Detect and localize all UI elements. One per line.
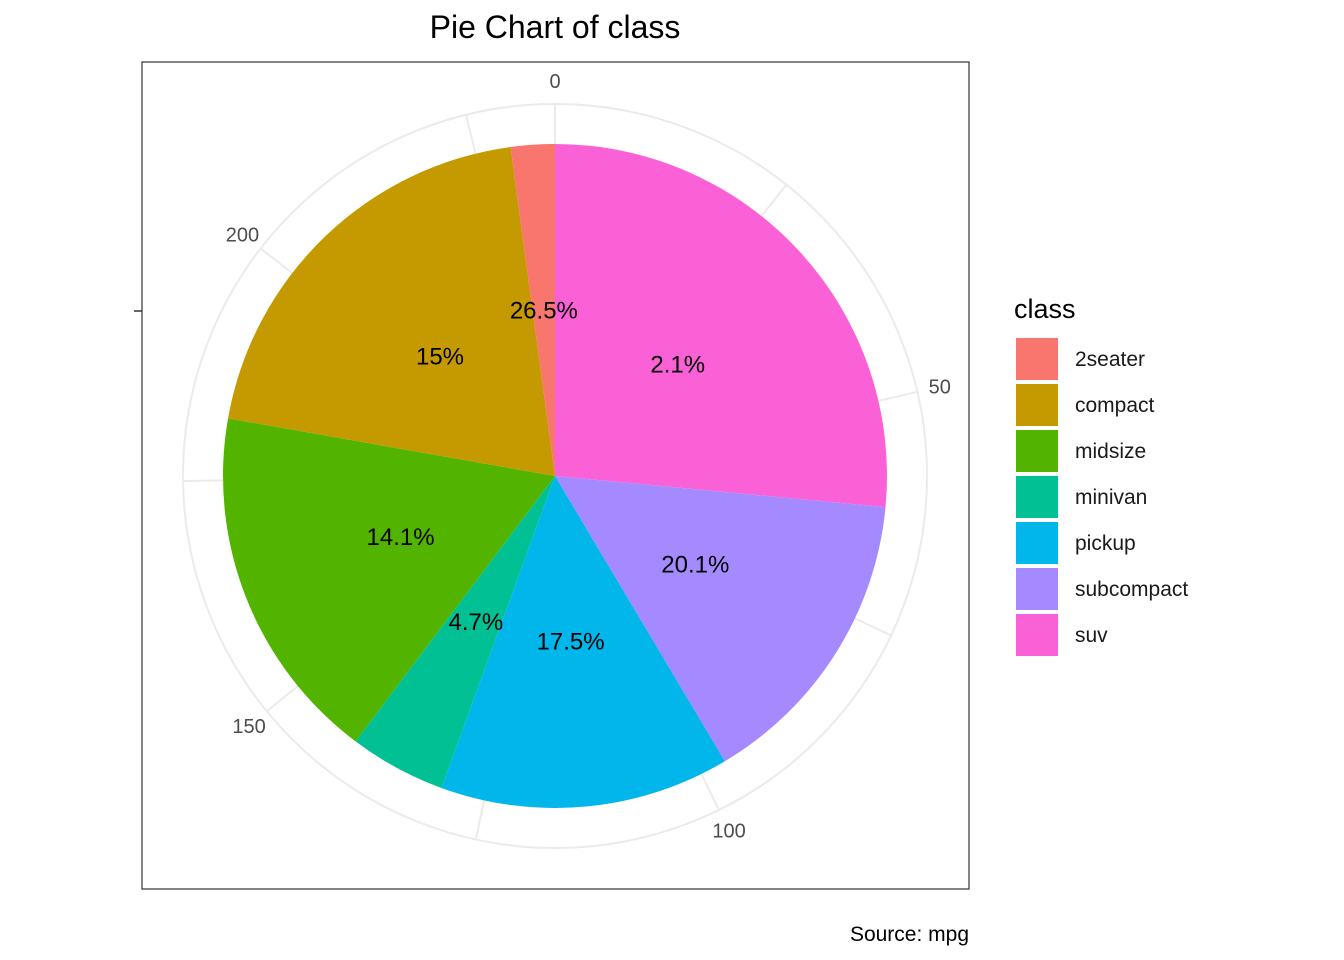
legend-label-pickup: pickup — [1075, 532, 1136, 555]
pie-slice-compact — [228, 146, 555, 476]
legend-swatch-2seater — [1016, 338, 1058, 380]
axis-tick-label: 100 — [712, 821, 745, 843]
pie-slice-subcompact — [555, 476, 886, 762]
percent-label: 20.1% — [661, 552, 729, 579]
percent-label: 2.1% — [650, 351, 705, 378]
legend: 2seater compact midsize minivan pickup subcom… — [1016, 338, 1188, 656]
plot-panel-border — [141, 61, 970, 890]
percent-label: 26.5% — [510, 297, 578, 324]
axis-tick-label: 0 — [549, 71, 560, 93]
percent-label: 14.1% — [367, 524, 435, 551]
percent-label: 15% — [416, 343, 464, 370]
axis-tick-label: 150 — [232, 716, 265, 738]
pie-slices — [222, 144, 887, 808]
legend-label-compact: compact — [1075, 394, 1155, 417]
percent-label: 4.7% — [449, 609, 504, 636]
legend-swatch-compact — [1016, 384, 1058, 426]
legend-title: class — [1014, 294, 1076, 324]
legend-swatch-subcompact — [1016, 568, 1058, 610]
legend-swatch-pickup — [1016, 522, 1058, 564]
pie-slice-pickup — [441, 476, 725, 808]
legend-label-midsize: midsize — [1075, 440, 1146, 463]
pie-slice-suv — [555, 144, 887, 508]
percent-labels: 2.1% 20.1% 17.5% 4.7% 14.1% 15% 26.5% — [367, 297, 730, 655]
angle-axis-ticks: 0 50 100 150 200 — [226, 71, 951, 843]
chart-caption: Source: mpg — [850, 923, 969, 946]
legend-swatch-minivan — [1016, 476, 1058, 518]
legend-label-subcompact: subcompact — [1075, 578, 1188, 601]
axis-tick-label: 200 — [226, 224, 259, 246]
legend-swatch-midsize — [1016, 430, 1058, 472]
pie-slice-midsize — [222, 418, 555, 742]
pie-slice-minivan — [355, 476, 555, 788]
legend-label-minivan: minivan — [1075, 486, 1147, 509]
legend-label-2seater: 2seater — [1075, 348, 1145, 371]
axis-tick-label: 50 — [929, 377, 951, 399]
legend-label-suv: suv — [1075, 624, 1108, 647]
chart-title: Pie Chart of class — [430, 9, 681, 45]
legend-swatch-suv — [1016, 614, 1058, 656]
pie-slice-2seater — [510, 144, 555, 476]
percent-label: 17.5% — [537, 628, 605, 655]
